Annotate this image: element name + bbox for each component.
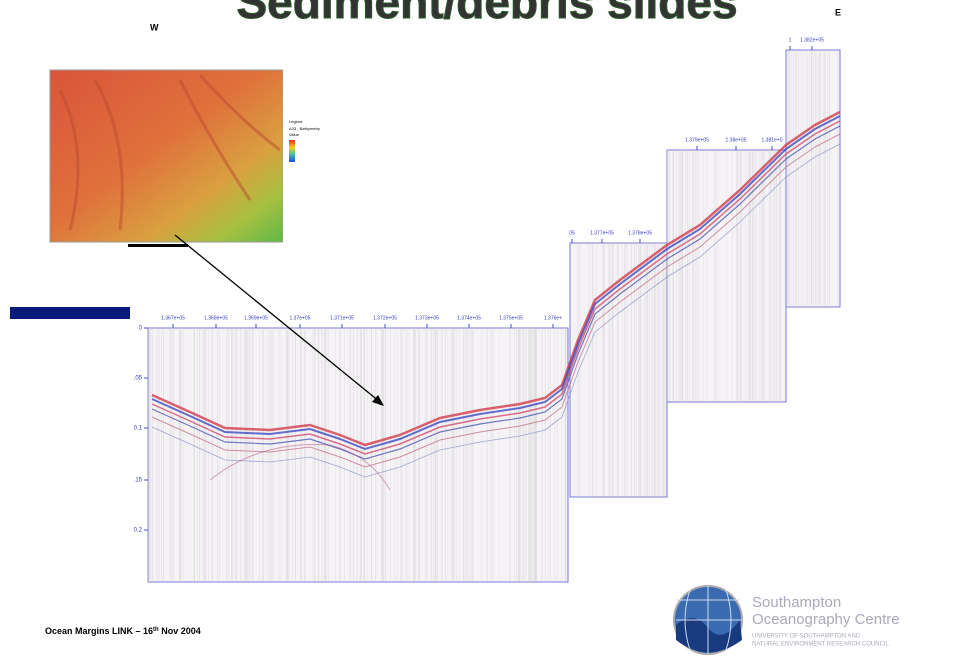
- slide-title: Sediment/debris slides: [236, 0, 737, 28]
- x-tick-label: 1.38e+05: [726, 137, 747, 143]
- x-tick-label: 1.376e+: [544, 315, 562, 321]
- x-tick-label: 1.368e+05: [204, 315, 228, 321]
- x-tick-label: 1.374e+05: [457, 315, 481, 321]
- east-label: E: [835, 7, 841, 17]
- x-tick-label: 1.375e+05: [499, 315, 523, 321]
- x-tick-label: 1.372e+05: [373, 315, 397, 321]
- y-tick-label: 0.1: [134, 426, 143, 432]
- map-legend-title: Legend: [289, 119, 302, 124]
- map-legend-field: Value: [289, 132, 300, 137]
- bathymetry-map: [50, 70, 283, 242]
- x-tick-label: 1.371e+05: [330, 315, 354, 321]
- footer-text: Nov 2004: [159, 626, 201, 636]
- x-tick-label: 1.379e+05: [685, 137, 709, 143]
- map-legend-layer: A33 - Bathymetry: [289, 126, 320, 131]
- x-tick-label: 1.373e+05: [415, 315, 439, 321]
- logo-line3: UNIVERSITY OF SOUTHAMPTON AND: [752, 634, 861, 640]
- x-tick-label: 1.367e+05: [161, 315, 185, 321]
- seismic-panel: [786, 50, 840, 307]
- x-tick-label: 05: [569, 230, 575, 236]
- logo-line1: Southampton: [752, 594, 841, 611]
- logo-line2: Oceanography Centre: [752, 611, 900, 628]
- y-tick-label: .15: [134, 478, 143, 484]
- footer-text: Ocean Margins LINK – 16: [45, 626, 153, 636]
- slide: Sediment/debris slides W E Legend A33 - …: [0, 0, 974, 657]
- map-scale-bar: [128, 244, 188, 247]
- logo-line4: NATURAL ENVIRONMENT RESEARCH COUNCIL: [752, 642, 890, 648]
- x-tick-label: 1.382e+05: [800, 37, 824, 43]
- map-legend-ramp: [289, 140, 295, 162]
- footer: Ocean Margins LINK – 16th Nov 2004: [45, 626, 201, 636]
- seismic-panel: [148, 328, 568, 582]
- x-tick-label: 1.378e+05: [628, 230, 652, 236]
- y-tick-label: 0.2: [134, 528, 143, 534]
- x-tick-label: 1.369e+05: [244, 315, 268, 321]
- accent-bar: [10, 307, 130, 319]
- west-label: W: [150, 22, 159, 32]
- y-tick-label: 0: [139, 326, 143, 332]
- x-tick-label: 1.381e+0: [762, 137, 783, 143]
- x-tick-label: 1.377e+05: [590, 230, 614, 236]
- x-tick-label: 1: [789, 37, 792, 43]
- page: Sediment/debris slides W E Legend A33 - …: [0, 0, 974, 657]
- y-tick-label: .05: [134, 376, 143, 382]
- x-tick-label: 1.37e+05: [290, 315, 311, 321]
- map-legend-box: [283, 70, 403, 242]
